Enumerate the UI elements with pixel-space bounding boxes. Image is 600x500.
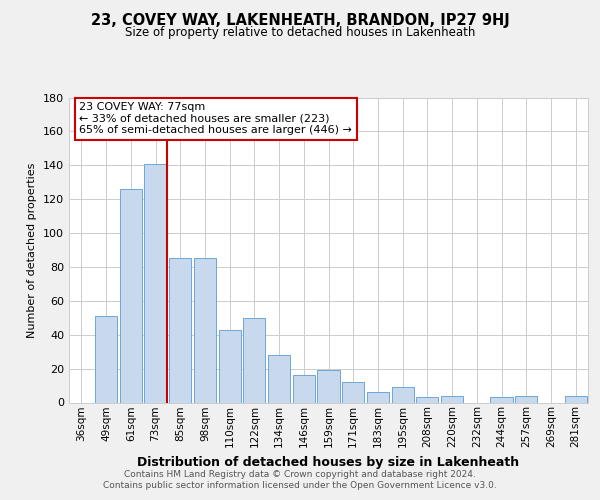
Bar: [392, 387, 414, 402]
X-axis label: Distribution of detached houses by size in Lakenheath: Distribution of detached houses by size …: [137, 456, 520, 468]
Bar: [317, 370, 340, 402]
Bar: [119, 189, 142, 402]
Bar: [243, 318, 265, 402]
Bar: [367, 392, 389, 402]
Bar: [441, 396, 463, 402]
Text: Contains public sector information licensed under the Open Government Licence v3: Contains public sector information licen…: [103, 481, 497, 490]
Bar: [490, 398, 512, 402]
Bar: [95, 316, 117, 402]
Text: 23 COVEY WAY: 77sqm
← 33% of detached houses are smaller (223)
65% of semi-detac: 23 COVEY WAY: 77sqm ← 33% of detached ho…: [79, 102, 352, 136]
Bar: [565, 396, 587, 402]
Bar: [194, 258, 216, 402]
Bar: [268, 355, 290, 403]
Bar: [169, 258, 191, 402]
Text: 23, COVEY WAY, LAKENHEATH, BRANDON, IP27 9HJ: 23, COVEY WAY, LAKENHEATH, BRANDON, IP27…: [91, 12, 509, 28]
Bar: [145, 164, 167, 402]
Bar: [342, 382, 364, 402]
Y-axis label: Number of detached properties: Number of detached properties: [28, 162, 37, 338]
Text: Contains HM Land Registry data © Crown copyright and database right 2024.: Contains HM Land Registry data © Crown c…: [124, 470, 476, 479]
Bar: [293, 376, 315, 402]
Text: Size of property relative to detached houses in Lakenheath: Size of property relative to detached ho…: [125, 26, 475, 39]
Bar: [515, 396, 538, 402]
Bar: [218, 330, 241, 402]
Bar: [416, 398, 439, 402]
